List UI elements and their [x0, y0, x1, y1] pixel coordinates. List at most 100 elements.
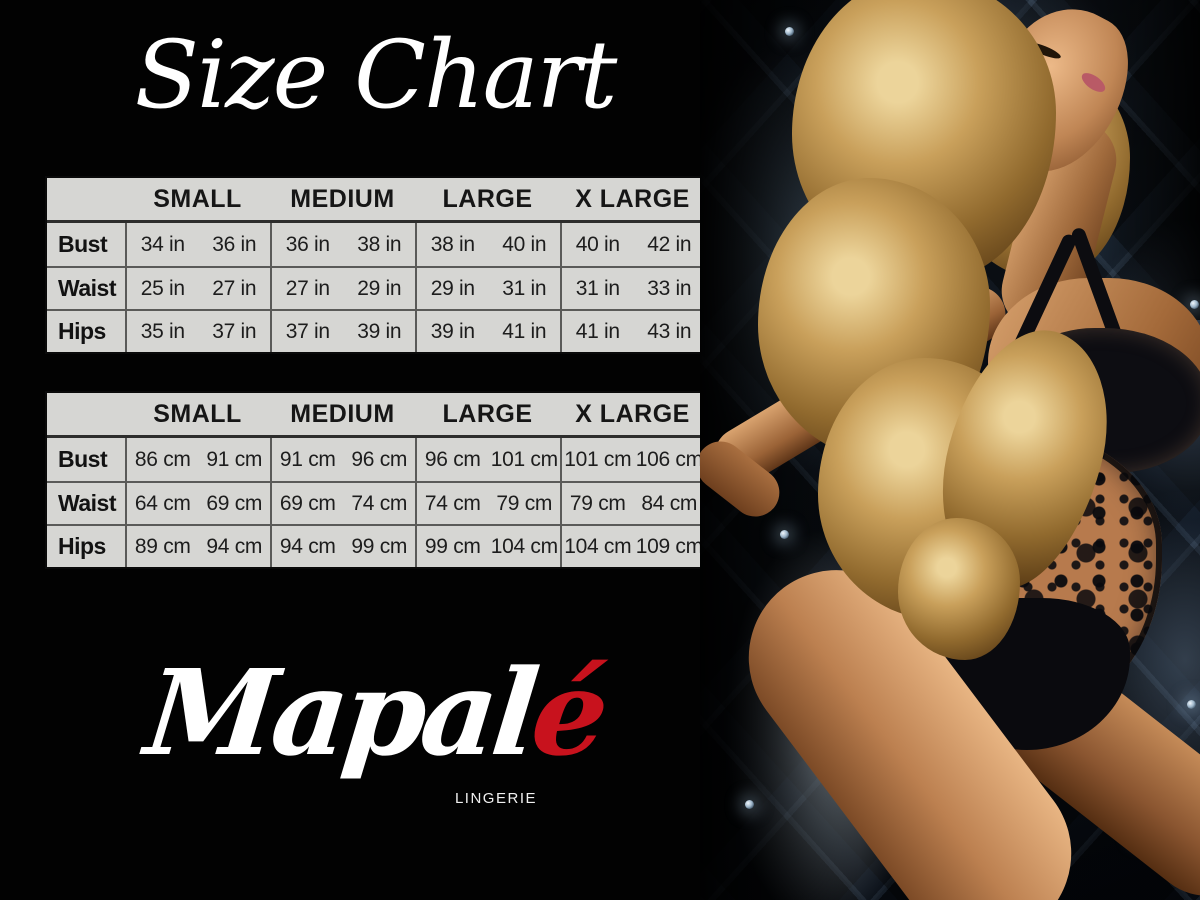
tufting-button: [745, 800, 754, 809]
size-column-header: MEDIUM: [290, 184, 395, 213]
measurement-value: 89 cm: [134, 534, 191, 558]
measurement-value: 37 in: [285, 319, 330, 343]
measurement-cell: 94 cm 99 cm: [270, 526, 415, 567]
table-header-row: SMALL MEDIUM LARGE X LARGE: [47, 178, 705, 223]
measurement-cell: 38 in 40 in: [415, 223, 560, 266]
measurement-value: 41 in: [575, 319, 620, 343]
measurement-value: 64 cm: [134, 491, 191, 515]
measurement-cell: 40 in 42 in: [560, 223, 705, 266]
measurement-cell: 74 cm 79 cm: [415, 483, 560, 524]
measurement-value: 106 cm: [635, 447, 703, 471]
measurement-cell: 37 in 39 in: [270, 311, 415, 352]
brand-logo: Mapalé LINGERIE: [45, 643, 705, 807]
measurement-cell: 41 in 43 in: [560, 311, 705, 352]
measurement-value: 41 in: [502, 319, 547, 343]
table-row: Hips 89 cm 94 cm 94 cm 99 cm 99 cm 104 cm 104 c…: [47, 524, 705, 567]
row-label: Hips: [58, 533, 106, 559]
measurement-cell: 34 in 36 in: [125, 223, 270, 266]
measurement-value: 74 cm: [424, 491, 481, 515]
measurement-cell: 89 cm 94 cm: [125, 526, 270, 567]
measurement-cell: 96 cm 101 cm: [415, 438, 560, 481]
size-column-header: SMALL: [153, 184, 242, 213]
measurement-value: 69 cm: [279, 491, 336, 515]
measurement-value: 29 in: [357, 276, 402, 300]
table-row: Bust 34 in 36 in 36 in 38 in 38 in 40 in 40 in 4…: [47, 223, 705, 266]
measurement-value: 36 in: [285, 232, 330, 256]
size-column-header: X LARGE: [575, 399, 690, 428]
row-label: Waist: [58, 490, 117, 516]
measurement-cell: 35 in 37 in: [125, 311, 270, 352]
measurement-value: 29 in: [430, 276, 475, 300]
measurement-cell: 39 in 41 in: [415, 311, 560, 352]
measurement-cell: 86 cm 91 cm: [125, 438, 270, 481]
measurement-value: 104 cm: [564, 534, 632, 558]
measurement-value: 84 cm: [641, 491, 698, 515]
measurement-value: 38 in: [357, 232, 402, 256]
measurement-value: 99 cm: [351, 534, 408, 558]
page-title: Size Chart: [134, 21, 618, 130]
measurement-value: 109 cm: [635, 534, 703, 558]
measurement-value: 79 cm: [496, 491, 553, 515]
size-table-cm: SMALL MEDIUM LARGE X LARGE Bust 86 cm 91 cm 91 …: [45, 391, 707, 569]
header-spacer-cell: [47, 393, 125, 435]
header-spacer-cell: [47, 178, 125, 220]
table-row: Waist 25 in 27 in 27 in 29 in 29 in 31 in 31 in…: [47, 266, 705, 309]
measurement-cell: 69 cm 74 cm: [270, 483, 415, 524]
measurement-cell: 104 cm 109 cm: [560, 526, 705, 567]
measurement-value: 31 in: [502, 276, 547, 300]
tufting-button: [1190, 300, 1199, 309]
brand-logo-accent-letter: é: [525, 643, 611, 782]
brand-logo-text: Mapal: [139, 643, 541, 782]
measurement-value: 38 in: [430, 232, 475, 256]
measurement-value: 69 cm: [206, 491, 263, 515]
table-row: Hips 35 in 37 in 37 in 39 in 39 in 41 in 41 in 4…: [47, 309, 705, 352]
measurement-value: 96 cm: [351, 447, 408, 471]
measurement-cell: 29 in 31 in: [415, 268, 560, 309]
model-photo: [700, 0, 1200, 900]
measurement-value: 40 in: [502, 232, 547, 256]
measurement-value: 37 in: [212, 319, 257, 343]
measurement-value: 27 in: [285, 276, 330, 300]
measurement-value: 96 cm: [424, 447, 481, 471]
measurement-cell: 31 in 33 in: [560, 268, 705, 309]
measurement-cell: 91 cm 96 cm: [270, 438, 415, 481]
size-column-header: LARGE: [442, 184, 533, 213]
measurement-value: 86 cm: [134, 447, 191, 471]
table-row: Waist 64 cm 69 cm 69 cm 74 cm 74 cm 79 cm 79 cm…: [47, 481, 705, 524]
measurement-value: 35 in: [140, 319, 185, 343]
size-column-header: MEDIUM: [290, 399, 395, 428]
measurement-cell: 99 cm 104 cm: [415, 526, 560, 567]
tufting-button: [1187, 700, 1196, 709]
size-column-header: SMALL: [153, 399, 242, 428]
measurement-value: 101 cm: [564, 447, 632, 471]
measurement-value: 91 cm: [279, 447, 336, 471]
measurement-cell: 101 cm 106 cm: [560, 438, 705, 481]
measurement-value: 101 cm: [490, 447, 558, 471]
measurement-value: 104 cm: [490, 534, 558, 558]
size-table-inches: SMALL MEDIUM LARGE X LARGE Bust 34 in 36 in 36 …: [45, 176, 707, 354]
measurement-cell: 27 in 29 in: [270, 268, 415, 309]
measurement-cell: 25 in 27 in: [125, 268, 270, 309]
model-hair: [898, 518, 1020, 660]
row-label: Waist: [58, 275, 117, 301]
size-column-header: X LARGE: [575, 184, 690, 213]
measurement-value: 39 in: [357, 319, 402, 343]
measurement-value: 33 in: [647, 276, 692, 300]
measurement-value: 94 cm: [279, 534, 336, 558]
row-label: Hips: [58, 318, 106, 344]
measurement-cell: 36 in 38 in: [270, 223, 415, 266]
table-header-row: SMALL MEDIUM LARGE X LARGE: [47, 393, 705, 438]
measurement-value: 94 cm: [206, 534, 263, 558]
tufting-button: [785, 27, 794, 36]
measurement-value: 25 in: [140, 276, 185, 300]
measurement-cell: 64 cm 69 cm: [125, 483, 270, 524]
measurement-value: 39 in: [430, 319, 475, 343]
measurement-cell: 79 cm 84 cm: [560, 483, 705, 524]
table-row: Bust 86 cm 91 cm 91 cm 96 cm 96 cm 101 cm 101 c…: [47, 438, 705, 481]
measurement-value: 42 in: [647, 232, 692, 256]
measurement-value: 91 cm: [206, 447, 263, 471]
measurement-value: 79 cm: [569, 491, 626, 515]
size-column-header: LARGE: [442, 399, 533, 428]
measurement-value: 43 in: [647, 319, 692, 343]
measurement-value: 74 cm: [351, 491, 408, 515]
